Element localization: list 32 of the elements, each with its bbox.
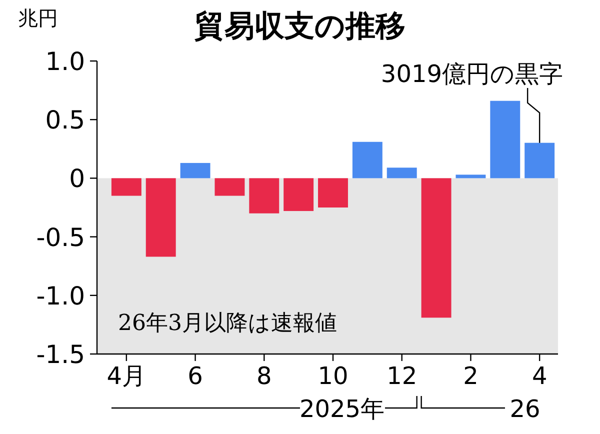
x-tick-label: 10	[318, 362, 348, 390]
x-tick-label: 8	[256, 362, 272, 390]
bar	[318, 178, 348, 208]
y-tick-label: 1.0	[45, 47, 85, 76]
y-tick-label: -1.5	[36, 340, 85, 369]
bar	[249, 178, 280, 214]
bar	[386, 168, 417, 178]
annotation: 3019億円の黒字	[380, 60, 563, 88]
bar	[214, 178, 245, 196]
x-tick-label: 12	[386, 362, 418, 390]
bar	[284, 178, 314, 212]
bar	[111, 178, 142, 196]
y-axis-title: 兆円	[18, 6, 58, 30]
x-tick-label: 4月	[106, 362, 146, 390]
bar	[456, 174, 486, 178]
bar	[490, 100, 520, 178]
y-tick-label: 0.5	[45, 106, 85, 135]
x-tick-label: 2	[463, 362, 478, 390]
bar	[352, 142, 382, 178]
x-tick-label: 6	[188, 362, 203, 390]
bar	[421, 178, 452, 318]
bar	[524, 142, 555, 178]
chart-title: 貿易収支の推移	[194, 9, 406, 44]
bar	[146, 178, 176, 257]
x-tick-label: 4	[532, 362, 548, 390]
bar	[180, 162, 210, 178]
text: 26	[510, 395, 540, 423]
y-tick-label: 0	[69, 164, 85, 194]
y-tick-label: -0.5	[36, 222, 85, 252]
y-tick-label: -1.0	[36, 281, 85, 310]
annotation: 26年3月以降は速報値	[118, 311, 337, 336]
text: 2025年	[299, 395, 385, 423]
